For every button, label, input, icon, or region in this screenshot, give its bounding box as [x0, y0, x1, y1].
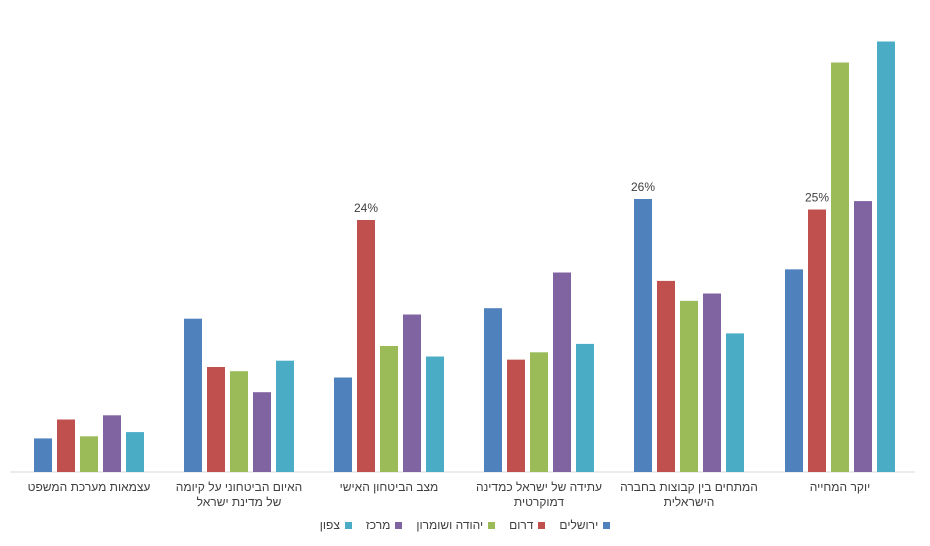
bar-3-1	[507, 359, 525, 472]
bar-0-3	[103, 415, 121, 472]
bar-1-4	[276, 360, 294, 472]
data-label-1: 26%	[631, 180, 655, 194]
legend-swatch-3	[395, 521, 403, 529]
legend-label-0: ירושלים	[559, 518, 599, 532]
category-label-5: יוקר המחייה	[809, 480, 871, 494]
legend-swatch-0	[603, 521, 611, 529]
legend-swatch-1	[538, 521, 546, 529]
legend-label-2: יהודה ושומרון	[416, 518, 484, 532]
bar-4-2	[680, 300, 698, 472]
legend-item-2: יהודה ושומרון	[416, 518, 496, 532]
bar-1-3	[253, 392, 271, 472]
bar-2-4	[426, 356, 444, 472]
bar-1-1	[207, 367, 225, 472]
bar-5-0	[785, 269, 803, 472]
bar-2-1	[357, 220, 375, 472]
legend-item-4: צפון	[320, 518, 352, 532]
bar-3-3	[553, 272, 571, 472]
bar-0-4	[126, 432, 144, 472]
bar-5-3	[854, 201, 872, 472]
bar-1-0	[184, 318, 202, 472]
bar-2-2	[380, 346, 398, 472]
bar-5-2	[831, 62, 849, 472]
category-label-1: האיום הביטחוני על קיומה של מדינת ישראל	[175, 480, 303, 509]
category-label-0: עצמאות מערכת המשפט	[27, 480, 151, 494]
bar-2-3	[403, 314, 421, 472]
bar-0-1	[57, 419, 75, 472]
bar-5-1	[808, 209, 826, 472]
bar-4-1	[657, 280, 675, 472]
bar-3-0	[484, 308, 502, 472]
bar-2-0	[334, 377, 352, 472]
data-label-0: 24%	[354, 201, 378, 215]
bar-4-3	[703, 293, 721, 472]
bar-4-0	[634, 199, 652, 472]
bar-3-4	[576, 343, 594, 472]
legend-label-3: מרכז	[365, 518, 391, 532]
bar-3-2	[530, 352, 548, 472]
legend-swatch-4	[344, 521, 352, 529]
legend: ירושלים דרום יהודה ושומרון מרכז צפון	[0, 518, 930, 532]
legend-swatch-2	[488, 521, 496, 529]
legend-item-3: מרכז	[365, 518, 403, 532]
category-label-3: עתידה של ישראל כמדינה דמוקרטית	[476, 480, 602, 509]
bar-0-2	[80, 436, 98, 472]
bar-4-4	[726, 333, 744, 472]
legend-label-1: דרום	[509, 518, 534, 532]
category-label-4: המתחים בין קבוצות בחברה הישראלית	[620, 480, 758, 509]
legend-item-0: ירושלים	[559, 518, 611, 532]
data-label-2: 25%	[805, 191, 829, 205]
bar-5-4	[877, 41, 895, 472]
legend-label-4: צפון	[319, 518, 340, 532]
bar-1-2	[230, 371, 248, 472]
bar-0-0	[34, 438, 52, 472]
legend-item-1: דרום	[509, 518, 546, 532]
category-label-2: מצב הביטחון האישי	[339, 480, 439, 494]
